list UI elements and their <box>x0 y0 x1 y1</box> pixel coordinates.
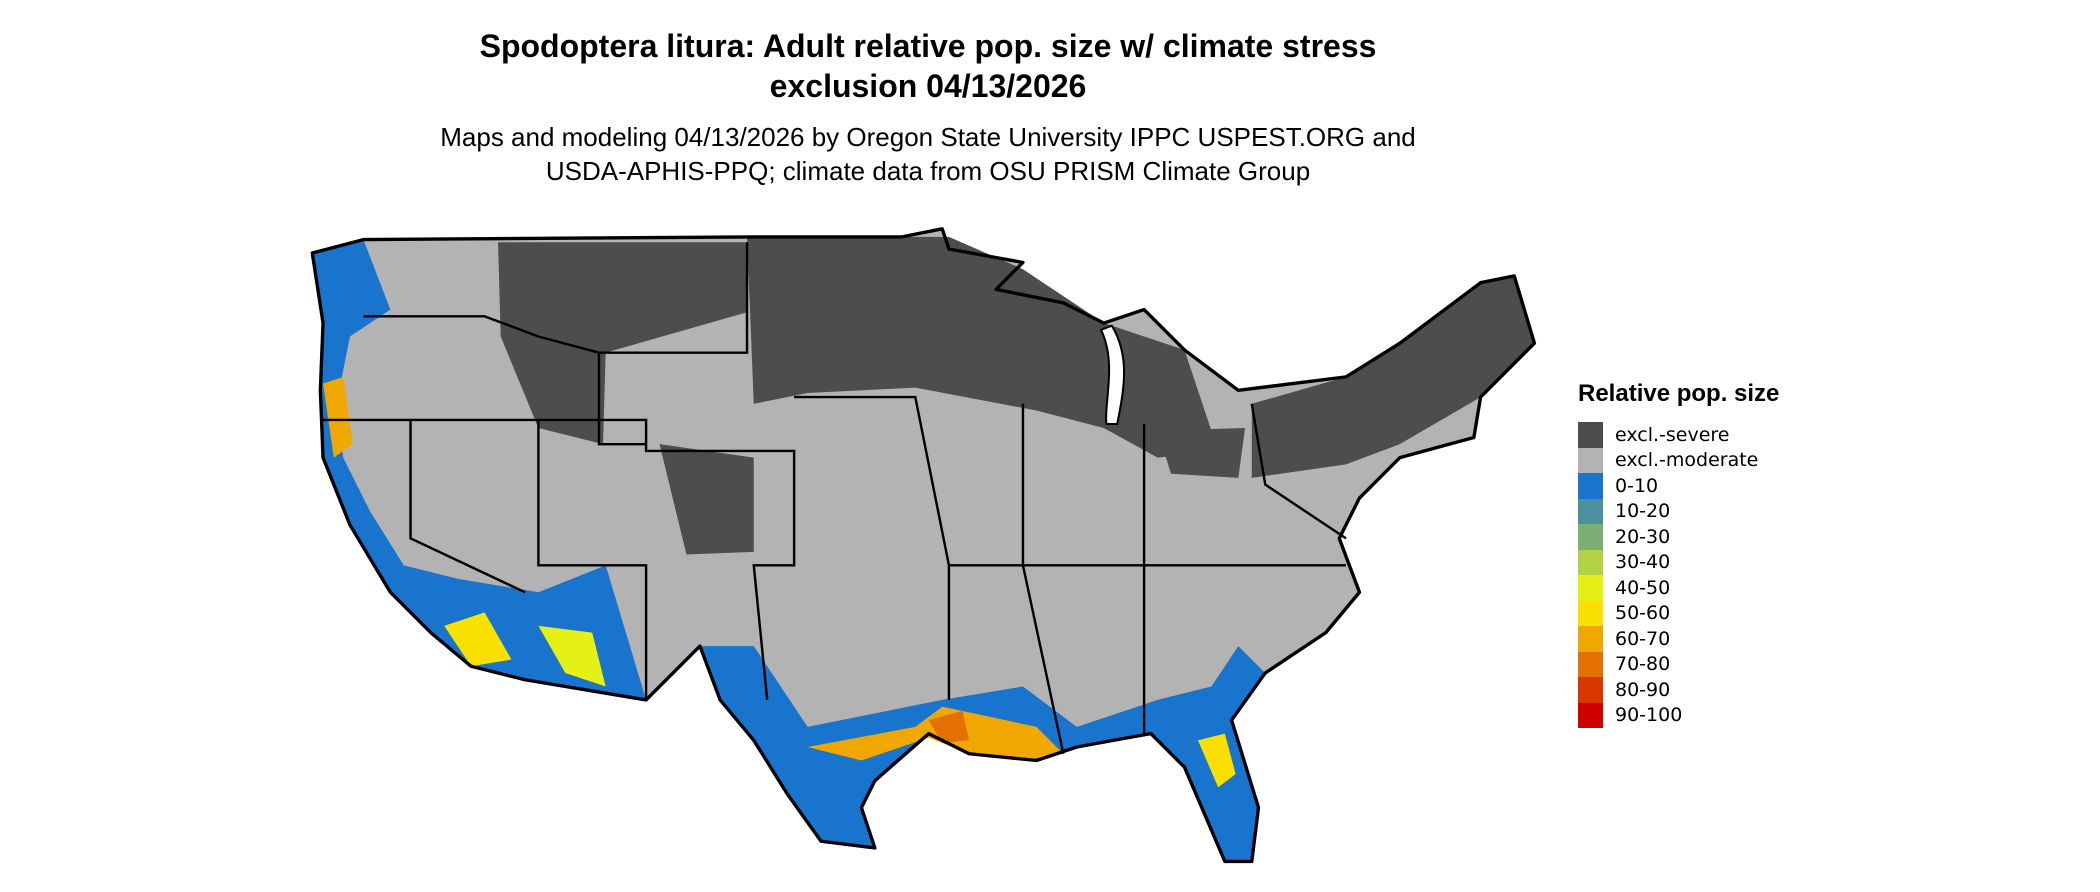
legend-swatch <box>1578 575 1603 601</box>
legend-item: 30-40 <box>1578 549 1779 575</box>
subtitle-line-1: Maps and modeling 04/13/2026 by Oregon S… <box>440 122 1416 152</box>
legend-item: 70-80 <box>1578 651 1779 677</box>
legend-label: 90-100 <box>1615 704 1683 727</box>
state-borders <box>323 242 1347 755</box>
legend-label: 80-90 <box>1615 678 1671 701</box>
legend-swatch <box>1578 600 1603 626</box>
legend-label: 0-10 <box>1615 474 1659 497</box>
legend-swatch <box>1578 422 1603 448</box>
legend-item: 50-60 <box>1578 600 1779 626</box>
legend-label: 50-60 <box>1615 602 1671 625</box>
lake-michigan <box>1099 324 1126 425</box>
legend-title: Relative pop. size <box>1578 380 1780 407</box>
legend-item: 10-20 <box>1578 498 1779 524</box>
legend-swatch <box>1578 498 1603 524</box>
title-line-2: exclusion 04/13/2026 <box>769 68 1087 104</box>
map-title: Spodoptera litura: Adult relative pop. s… <box>0 26 1856 106</box>
legend-swatch <box>1578 677 1603 703</box>
legend-item: excl.-severe <box>1578 422 1779 448</box>
map-subtitle: Maps and modeling 04/13/2026 by Oregon S… <box>0 120 1856 188</box>
legend-swatch <box>1578 549 1603 575</box>
legend-label: 60-70 <box>1615 627 1671 650</box>
legend-label: 10-20 <box>1615 500 1671 523</box>
legend-item: 40-50 <box>1578 575 1779 601</box>
excl-severe-regions <box>498 236 1535 555</box>
legend-swatch <box>1578 473 1603 499</box>
subtitle-line-2: USDA-APHIS-PPQ; climate data from OSU PR… <box>545 156 1311 186</box>
legend-label: 20-30 <box>1615 525 1671 548</box>
legend: Relative pop. size excl.-severe excl.-mod… <box>1578 380 1779 728</box>
us-outline <box>310 227 1537 864</box>
legend-item: 60-70 <box>1578 626 1779 652</box>
legend-swatch <box>1578 524 1603 550</box>
legend-swatch <box>1578 447 1603 473</box>
legend-item: 20-30 <box>1578 524 1779 550</box>
high-pop-regions <box>323 376 1236 788</box>
legend-label: 40-50 <box>1615 576 1671 599</box>
legend-label: excl.-severe <box>1615 423 1730 446</box>
legend-item: 90-100 <box>1578 702 1779 728</box>
legend-swatch <box>1578 651 1603 677</box>
legend-label: 30-40 <box>1615 551 1671 574</box>
legend-swatch <box>1578 702 1603 728</box>
legend-swatch <box>1578 626 1603 652</box>
legend-item: 0-10 <box>1578 473 1779 499</box>
legend-label: 70-80 <box>1615 653 1671 676</box>
legend-item: excl.-moderate <box>1578 447 1779 473</box>
legend-item: 80-90 <box>1578 677 1779 703</box>
title-line-1: Spodoptera litura: Adult relative pop. s… <box>479 28 1377 64</box>
legend-label: excl.-moderate <box>1615 449 1759 472</box>
